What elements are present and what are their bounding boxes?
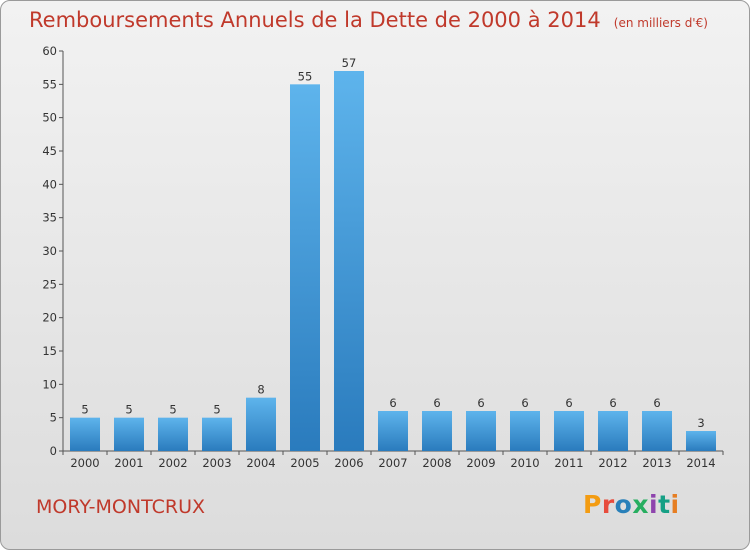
bar xyxy=(158,417,188,451)
data-label: 57 xyxy=(342,56,357,70)
bar xyxy=(422,411,452,451)
data-label: 55 xyxy=(298,69,313,83)
bar xyxy=(686,431,716,451)
y-tick-label: 35 xyxy=(42,211,57,225)
x-tick-label: 2004 xyxy=(246,456,275,470)
bar xyxy=(202,417,232,451)
x-tick-label: 2000 xyxy=(70,456,99,470)
data-label: 5 xyxy=(125,403,132,417)
bar xyxy=(510,411,540,451)
logo-letter: r xyxy=(601,490,615,519)
x-tick-label: 2003 xyxy=(202,456,231,470)
data-label: 6 xyxy=(477,396,484,410)
bar xyxy=(290,84,320,451)
bar xyxy=(334,71,364,451)
data-label: 6 xyxy=(609,396,616,410)
bar xyxy=(642,411,672,451)
chart-subtitle: (en milliers d'€) xyxy=(613,16,708,30)
proxiti-logo[interactable]: Proxiti xyxy=(583,490,680,519)
logo-letter: i xyxy=(649,490,659,519)
bar xyxy=(554,411,584,451)
bar xyxy=(246,397,276,451)
chart-title: Remboursements Annuels de la Dette de 20… xyxy=(29,8,601,32)
x-tick-label: 2012 xyxy=(598,456,627,470)
logo-letter: o xyxy=(614,490,633,519)
bar xyxy=(114,417,144,451)
bar xyxy=(466,411,496,451)
logo-letter: P xyxy=(583,490,602,519)
x-tick-label: 2001 xyxy=(114,456,143,470)
x-tick-label: 2002 xyxy=(158,456,187,470)
logo-letter: i xyxy=(670,490,680,519)
data-label: 6 xyxy=(521,396,528,410)
x-tick-label: 2005 xyxy=(290,456,319,470)
data-label: 6 xyxy=(433,396,440,410)
y-tick-label: 25 xyxy=(42,277,57,291)
y-tick-label: 40 xyxy=(42,177,57,191)
y-tick-label: 60 xyxy=(42,44,57,58)
y-tick-label: 5 xyxy=(50,411,57,425)
data-label: 3 xyxy=(697,416,704,430)
x-tick-label: 2006 xyxy=(334,456,363,470)
data-label: 8 xyxy=(257,383,264,397)
x-tick-label: 2008 xyxy=(422,456,451,470)
x-tick-label: 2011 xyxy=(554,456,583,470)
data-label: 5 xyxy=(81,403,88,417)
data-label: 6 xyxy=(389,396,396,410)
y-tick-label: 15 xyxy=(42,344,57,358)
data-label: 5 xyxy=(213,403,220,417)
bar xyxy=(378,411,408,451)
x-tick-label: 2014 xyxy=(686,456,715,470)
bars xyxy=(70,71,716,451)
logo-letter: x xyxy=(632,490,649,519)
town-name: MORY-MONTCRUX xyxy=(36,496,205,518)
y-tick-label: 30 xyxy=(42,244,57,258)
x-tick-label: 2013 xyxy=(642,456,671,470)
bar xyxy=(598,411,628,451)
data-label: 5 xyxy=(169,403,176,417)
x-tick-label: 2009 xyxy=(466,456,495,470)
y-tick-label: 0 xyxy=(50,444,57,458)
y-tick-label: 20 xyxy=(42,311,57,325)
y-tick-label: 10 xyxy=(42,377,57,391)
data-label: 6 xyxy=(653,396,660,410)
logo-letter: t xyxy=(658,490,671,519)
x-tick-label: 2010 xyxy=(510,456,539,470)
y-tick-label: 55 xyxy=(42,77,57,91)
data-label: 6 xyxy=(565,396,572,410)
y-tick-label: 50 xyxy=(42,111,57,125)
y-tick-label: 45 xyxy=(42,144,57,158)
bar xyxy=(70,417,100,451)
chart-title-block: Remboursements Annuels de la Dette de 20… xyxy=(29,8,708,32)
x-tick-label: 2007 xyxy=(378,456,407,470)
